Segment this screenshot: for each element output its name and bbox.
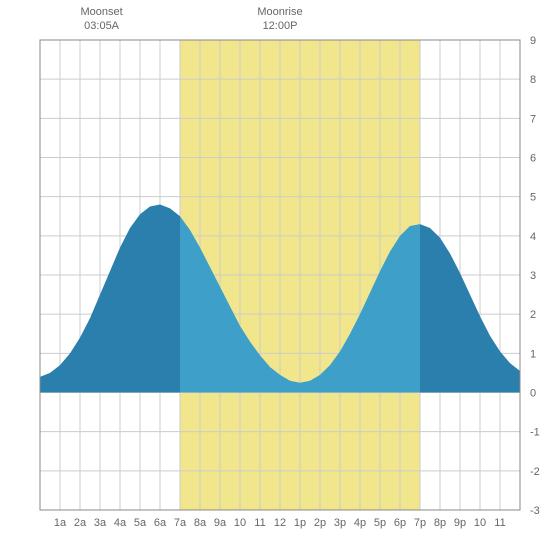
- moon-event-labels: Moonset 03:05A Moonrise 12:00P: [0, 5, 550, 35]
- x-tick-label: 12: [274, 517, 286, 529]
- moonset-title: Moonset: [80, 6, 122, 18]
- y-tick-label: 5: [530, 192, 536, 204]
- x-tick-label: 2p: [314, 517, 326, 529]
- moonset-time: 03:05A: [84, 20, 119, 32]
- x-tick-label: 4a: [114, 517, 127, 529]
- x-tick-label: 9a: [214, 517, 227, 529]
- x-tick-label: 8p: [434, 517, 446, 529]
- moonrise-time: 12:00P: [263, 20, 298, 32]
- y-tick-label: 7: [530, 113, 536, 125]
- x-tick-label: 9p: [454, 517, 466, 529]
- y-tick-label: 6: [530, 153, 536, 165]
- tide-chart: Moonset 03:05A Moonrise 12:00P 1a2a3a4a5…: [0, 0, 550, 550]
- x-tick-label: 7p: [414, 517, 426, 529]
- x-tick-label: 4p: [354, 517, 366, 529]
- x-tick-label: 11: [254, 517, 265, 529]
- x-tick-label: 7a: [174, 517, 187, 529]
- x-tick-label: 3a: [94, 517, 107, 529]
- x-tick-label: 10: [234, 517, 246, 529]
- x-tick-label: 6p: [394, 517, 406, 529]
- x-tick-label: 2a: [74, 517, 87, 529]
- y-tick-label: 8: [530, 74, 536, 86]
- y-tick-label: -1: [530, 427, 540, 439]
- y-tick-label: 0: [530, 388, 536, 400]
- x-tick-label: 8a: [194, 517, 207, 529]
- x-tick-label: 11: [494, 517, 505, 529]
- y-tick-label: 1: [530, 348, 536, 360]
- y-tick-label: 9: [530, 35, 536, 47]
- moonrise-label: Moonrise 12:00P: [250, 5, 310, 34]
- chart-svg: 1a2a3a4a5a6a7a8a9a1011121p2p3p4p5p6p7p8p…: [0, 0, 550, 550]
- x-tick-label: 5p: [374, 517, 386, 529]
- moonset-label: Moonset 03:05A: [72, 5, 132, 34]
- y-tick-label: 4: [530, 231, 536, 243]
- x-tick-label: 3p: [334, 517, 346, 529]
- y-tick-label: 2: [530, 309, 536, 321]
- y-tick-label: 3: [530, 270, 536, 282]
- y-tick-label: -3: [530, 505, 540, 517]
- x-tick-label: 1p: [294, 517, 306, 529]
- moonrise-title: Moonrise: [257, 6, 302, 18]
- y-tick-label: -2: [530, 466, 540, 478]
- x-tick-label: 6a: [154, 517, 167, 529]
- x-tick-label: 1a: [54, 517, 67, 529]
- x-tick-label: 5a: [134, 517, 147, 529]
- x-tick-label: 10: [474, 517, 486, 529]
